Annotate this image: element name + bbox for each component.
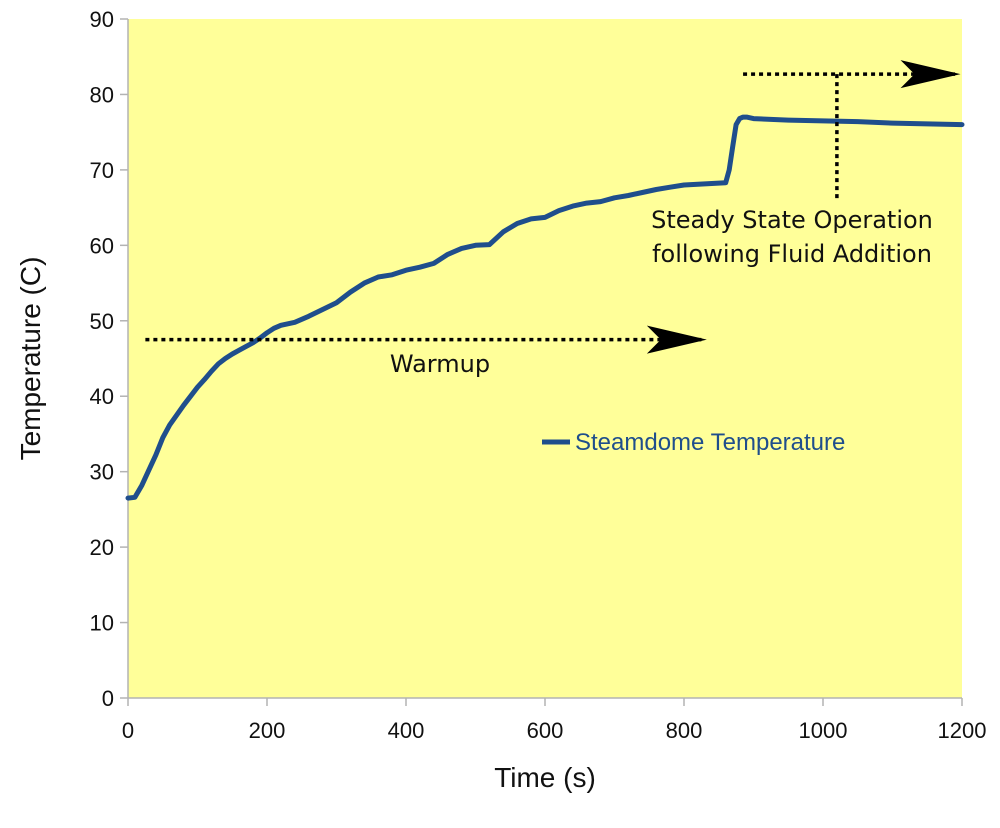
legend: Steamdome Temperature	[542, 429, 845, 456]
y-tick-label: 10	[90, 611, 114, 636]
y-tick-label: 0	[102, 686, 114, 711]
x-tick-label: 1000	[799, 718, 848, 743]
plot-area	[128, 19, 962, 698]
warmup-label: Warmup	[390, 350, 490, 378]
y-tick-label: 40	[90, 384, 114, 409]
y-tick-label: 50	[90, 309, 114, 334]
x-tick-label: 400	[388, 718, 425, 743]
y-tick-label: 90	[90, 7, 114, 32]
y-tick-label: 70	[90, 158, 114, 183]
series-lines	[125, 114, 965, 501]
y-tick-label: 80	[90, 82, 114, 107]
axis-titles: Time (s) Temperature (C)	[15, 257, 596, 793]
legend-label: Steamdome Temperature	[575, 429, 845, 456]
x-tick-label: 800	[666, 718, 703, 743]
x-tick-label: 600	[527, 718, 564, 743]
y-tick-label: 20	[90, 535, 114, 560]
y-axis-title: Temperature (C)	[15, 257, 46, 461]
steady-state-label-line-2: following Fluid Addition	[652, 240, 932, 268]
annotations: Warmup Steady State Operation following Fl…	[145, 60, 961, 378]
x-tick-label: 200	[249, 718, 286, 743]
y-tick-label: 30	[90, 460, 114, 485]
axes	[120, 18, 963, 706]
x-tick-label: 0	[122, 718, 134, 743]
steady-state-label-line-1: Steady State Operation	[651, 206, 933, 234]
x-axis-title: Time (s)	[494, 762, 596, 793]
series-line-steamdome-temperature	[125, 114, 965, 501]
x-tick-label: 1200	[938, 718, 987, 743]
y-tick-label: 60	[90, 233, 114, 258]
tick-labels: 0 10 20 30 40 50 60 70 80 90 0 200 400 600 800 1000 1200	[90, 7, 987, 743]
